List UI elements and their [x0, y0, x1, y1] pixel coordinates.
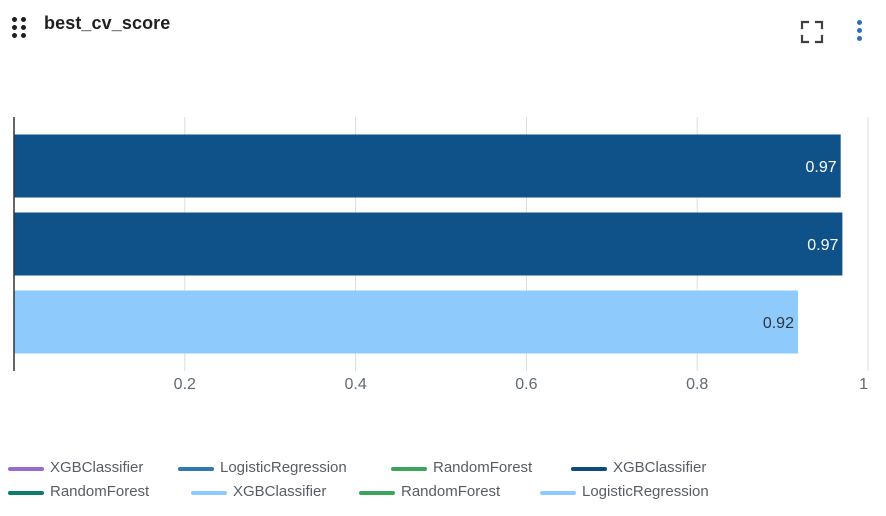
legend-swatch [571, 467, 607, 471]
bar-chart: 0.97 0.97 0.92 0.2 0.4 0.6 0.8 1 [13, 117, 869, 393]
legend-swatch [540, 491, 576, 495]
legend-label: XGBClassifier [233, 483, 327, 500]
bar-value-label: 0.92 [763, 315, 794, 332]
legend-label: XGBClassifier [50, 459, 144, 476]
x-tick-label: 1 [859, 376, 868, 393]
legend-swatch [8, 467, 44, 471]
legend-label: RandomForest [433, 459, 533, 476]
x-tick-label: 0.6 [515, 376, 537, 393]
legend-swatch [391, 467, 427, 471]
bar[interactable] [14, 212, 843, 276]
legend-label: LogisticRegression [582, 483, 709, 500]
bar[interactable] [14, 134, 841, 198]
legend-label: RandomForest [401, 483, 501, 500]
panel-title: best_cv_score [44, 13, 171, 33]
bars: 0.97 0.97 0.92 [14, 134, 843, 354]
more-options-icon[interactable] [850, 16, 870, 46]
x-tick-label: 0.8 [686, 376, 708, 393]
bar[interactable] [14, 290, 798, 354]
legend-label: RandomForest [50, 483, 150, 500]
x-tick-label: 0.4 [344, 376, 366, 393]
legend-swatch [178, 467, 214, 471]
panel-header: best_cv_score [0, 0, 886, 50]
legend-swatch [191, 491, 227, 495]
fullscreen-icon[interactable] [798, 18, 826, 46]
x-tick-label: 0.2 [174, 376, 196, 393]
bar-value-label: 0.97 [807, 237, 838, 254]
legend-swatch [8, 491, 44, 495]
legend: XGBClassifier LogisticRegression RandomFor… [0, 455, 886, 515]
legend-label: XGBClassifier [613, 459, 707, 476]
legend-swatch [359, 491, 395, 495]
x-tick-labels: 0.2 0.4 0.6 0.8 1 [174, 376, 868, 393]
legend-label: LogisticRegression [220, 459, 347, 476]
bar-value-label: 0.97 [806, 159, 837, 176]
drag-handle-icon[interactable] [12, 17, 28, 39]
